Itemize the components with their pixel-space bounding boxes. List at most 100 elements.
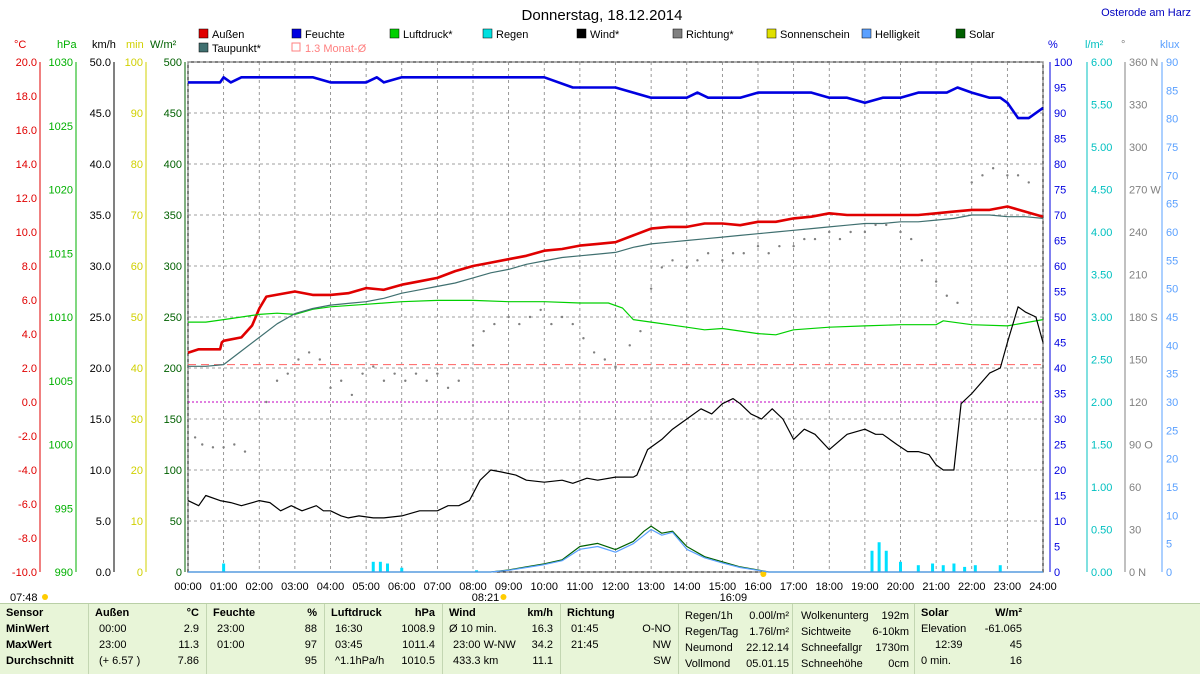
legend-swatch (955, 28, 966, 39)
axis-tick-label: 80 (131, 159, 143, 171)
legend-label: Solar (969, 29, 995, 41)
cell: 7.86 (177, 655, 199, 667)
direction-point (307, 351, 311, 354)
axis-tick-label: -4.0 (18, 465, 37, 477)
axis-tick-label: 210 (1129, 270, 1147, 282)
row-labels-column: Sensor MinWert MaxWert Durchschnitt (0, 604, 88, 674)
direction-point (849, 230, 852, 234)
axis-tick-label: 50 (170, 516, 182, 528)
direction-point (446, 386, 450, 390)
axis-tick-label: 30 (1166, 397, 1178, 409)
cell: 34.2 (531, 639, 553, 651)
axis-tick-label: 20 (1054, 465, 1066, 477)
direction-point (742, 252, 745, 255)
cell: 16 (1009, 655, 1022, 667)
axis-tick-label: 60 (1166, 227, 1178, 239)
axis-tick-label: 400 (164, 159, 182, 171)
axis-unit-label: l/m² (1085, 39, 1104, 51)
axis-tick-label: 85 (1054, 134, 1066, 146)
direction-point (885, 223, 888, 227)
legend-label: 1.3 Monat-Ø (305, 43, 367, 55)
legend-label: Richtung* (686, 29, 734, 41)
direction-point (945, 294, 949, 297)
cell: 01:00 (217, 639, 245, 651)
direction-point (731, 252, 735, 255)
cell: 05.01.15 (746, 658, 789, 670)
direction-point (934, 280, 938, 283)
x-tick-label: 14:00 (673, 581, 701, 593)
direction-point (639, 329, 642, 333)
cell: Neumond (685, 642, 733, 654)
axis-tick-label: 1015 (49, 248, 73, 260)
axis-tick-label: 50.0 (90, 57, 111, 69)
axis-tick-label: 250 (164, 312, 182, 324)
axis-tick-label: 270 W (1129, 185, 1161, 197)
legend-swatch (389, 28, 400, 39)
axis-tick-label: 65 (1166, 199, 1178, 211)
direction-point (382, 379, 386, 382)
cell: ^1.1hPa/h (335, 655, 385, 667)
cell: 12:39 (935, 639, 963, 651)
axis-unit-label: ° (1121, 39, 1125, 51)
row-label: MinWert (6, 623, 50, 635)
axis-tick-label: 75 (1054, 185, 1066, 197)
axis-tick-label: 70 (131, 210, 143, 222)
cell: 11.3 (178, 639, 199, 651)
axis-tick-label: 35 (1166, 369, 1178, 381)
wind-column: Wind km/h Ø 10 min. 16.3 23:00 W-NW 34.2… (442, 604, 561, 674)
sunset-label: 16:09 (720, 592, 748, 603)
direction-point (404, 379, 407, 382)
axis-tick-label: 30 (131, 414, 143, 426)
axis-tick-label: 90 (131, 108, 143, 120)
legend-label: Feuchte (305, 29, 345, 41)
column-header: Solar (921, 607, 949, 619)
axis-tick-label: 0.0 (22, 397, 37, 409)
direction-point (414, 372, 418, 375)
rain-bar (963, 566, 967, 572)
cell: 88 (304, 623, 317, 635)
axis-unit-label: % (1048, 39, 1058, 51)
direction-point (838, 237, 842, 241)
direction-point (518, 322, 521, 326)
direction-point (920, 259, 924, 262)
axis-tick-label: 500 (164, 57, 182, 69)
axis-tick-label: 4.50 (1091, 185, 1112, 197)
column-header: Feuchte (213, 607, 256, 619)
axis-tick-label: 45 (1054, 338, 1066, 350)
x-tick-label: 15:00 (709, 581, 737, 593)
stats-table: Sensor MinWert MaxWert Durchschnitt Auße… (0, 603, 1200, 674)
axis-tick-label: 20.0 (16, 57, 37, 69)
axis-tick-label: 300 (1129, 142, 1147, 154)
axis-tick-label: 75 (1166, 142, 1178, 154)
axis-tick-label: 60 (1054, 261, 1066, 273)
axis-tick-label: 10.0 (16, 227, 37, 239)
axis-tick-label: 50 (1166, 284, 1178, 296)
axis-tick-label: 30 (1054, 414, 1066, 426)
direction-point (286, 372, 289, 375)
direction-point (582, 337, 585, 340)
column-unit: °C (186, 607, 199, 619)
direction-point (628, 344, 631, 347)
axis-tick-label: 0 (137, 567, 143, 579)
cell: NW (652, 639, 671, 651)
legend-label: Taupunkt* (212, 43, 262, 55)
direction-point (909, 237, 913, 241)
cell: 6-10km (872, 626, 909, 638)
direction-point (863, 230, 867, 234)
direction-point (696, 259, 699, 262)
cell: 01:45 (571, 623, 599, 635)
axis-tick-label: -6.0 (18, 499, 37, 511)
legend-label: Wind* (590, 29, 620, 41)
x-tick-label: 13:00 (637, 581, 665, 593)
axis-unit-label: km/h (92, 39, 116, 51)
axis-tick-label: 0.00 (1091, 567, 1112, 579)
direction-point (372, 365, 375, 368)
direction-point (471, 344, 475, 347)
direction-point (792, 244, 795, 248)
axis-tick-label: 3.00 (1091, 312, 1112, 324)
rain-bar (899, 561, 902, 572)
cell: 22.12.14 (746, 642, 789, 654)
direction-point (1006, 174, 1009, 177)
legend-swatch (482, 28, 493, 39)
axis-tick-label: 3.50 (1091, 270, 1112, 282)
